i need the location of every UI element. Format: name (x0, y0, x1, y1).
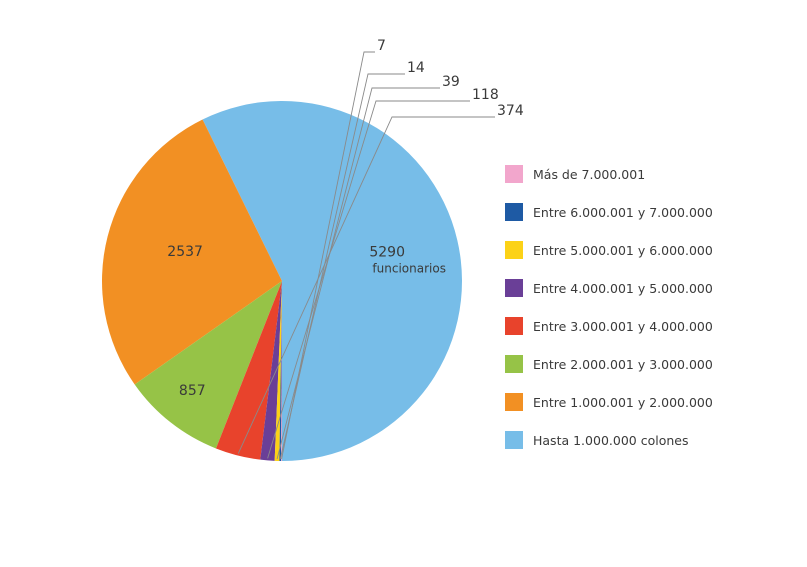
pie-slices (101, 101, 463, 462)
legend: Más de 7.000.001 Entre 6.000.001 y 7.000.… (505, 155, 713, 459)
legend-swatch (505, 203, 523, 221)
data-label-4: 374 (497, 103, 524, 119)
leader-line-5 (267, 100, 470, 459)
legend-swatch (505, 355, 523, 373)
legend-swatch (505, 241, 523, 259)
leader-lines (237, 51, 495, 460)
legend-item: Entre 4.000.001 y 5.000.000 (505, 269, 713, 307)
data-label-1: 5290 (369, 245, 405, 261)
data-label-3: 857 (179, 383, 206, 399)
legend-item: Entre 2.000.001 y 3.000.000 (505, 345, 713, 383)
leader-line-6 (276, 87, 440, 460)
legend-swatch (505, 431, 523, 449)
legend-swatch (505, 317, 523, 335)
data-label-7: 14 (407, 60, 425, 76)
pie-slice-4 (215, 281, 282, 460)
data-label-8: 7 (377, 38, 386, 54)
pie-slice-6 (274, 281, 282, 461)
legend-label: Entre 2.000.001 y 3.000.000 (533, 356, 713, 372)
pie-slice-3 (134, 281, 282, 449)
legend-item: Entre 1.000.001 y 2.000.000 (505, 383, 713, 421)
legend-label: Entre 3.000.001 y 4.000.000 (533, 318, 713, 334)
legend-item: Más de 7.000.001 (505, 155, 713, 193)
legend-swatch (505, 165, 523, 183)
data-label-2: 2537 (167, 244, 203, 260)
pie-slice-8 (281, 281, 282, 461)
legend-label: Entre 4.000.001 y 5.000.000 (533, 280, 713, 296)
legend-item: Entre 6.000.001 y 7.000.000 (505, 193, 713, 231)
data-sublabel-1: funcionarios (372, 262, 446, 276)
legend-label: Entre 6.000.001 y 7.000.000 (533, 204, 713, 220)
pie-slice-1 (202, 101, 463, 462)
legend-swatch (505, 279, 523, 297)
legend-label: Entre 1.000.001 y 2.000.000 (533, 394, 713, 410)
leader-line-8 (281, 51, 375, 460)
legend-item: Hasta 1.000.000 colones (505, 421, 713, 459)
data-label-6: 39 (442, 74, 460, 90)
legend-item: Entre 3.000.001 y 4.000.000 (505, 307, 713, 345)
data-label-5: 118 (472, 87, 499, 103)
pie-slice-2 (101, 119, 282, 385)
legend-label: Más de 7.000.001 (533, 166, 646, 182)
legend-swatch (505, 393, 523, 411)
leader-line-4 (237, 116, 495, 454)
pie-slice-5 (260, 281, 282, 461)
legend-label: Hasta 1.000.000 colones (533, 432, 689, 448)
legend-item: Entre 5.000.001 y 6.000.000 (505, 231, 713, 269)
legend-label: Entre 5.000.001 y 6.000.000 (533, 242, 713, 258)
